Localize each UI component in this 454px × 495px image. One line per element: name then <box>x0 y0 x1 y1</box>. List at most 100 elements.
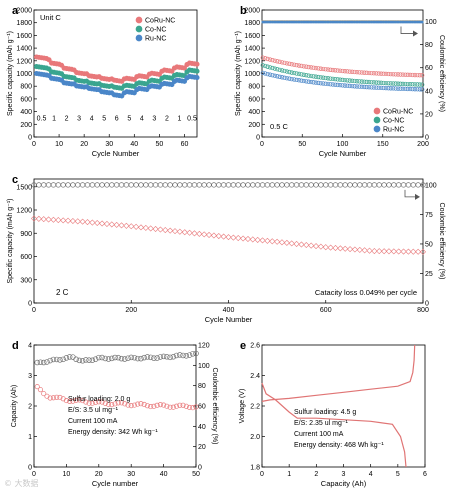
panel-label-a: a <box>12 5 19 17</box>
data-point-c-capacity <box>152 225 159 233</box>
ce-point-d <box>160 353 167 360</box>
data-point-b-Ru-NC <box>376 85 381 90</box>
data-point-b-Co-NC <box>350 78 355 83</box>
ce-point-d <box>99 354 105 361</box>
ce-point-b-Ru-NC <box>341 20 344 24</box>
ce-point-c <box>114 182 120 188</box>
y-tick-label-a: 1000 <box>16 71 32 78</box>
y-tick-label-a: 200 <box>20 122 32 129</box>
y-tick-label-b: 2000 <box>244 8 260 15</box>
data-point-c-capacity <box>186 229 193 236</box>
y-tick-label-a: 800 <box>20 84 32 91</box>
y2-tick-label-c: 100 <box>425 182 437 189</box>
ce-point-b-Ru-NC <box>411 20 414 24</box>
data-point-b-Ru-NC <box>289 76 294 82</box>
data-point-c-capacity <box>419 248 427 255</box>
ce-point-c <box>162 182 168 188</box>
data-point-c-capacity <box>278 239 286 246</box>
legend-marker-b-2 <box>373 125 381 133</box>
data-point-d-capacity <box>190 405 196 411</box>
data-point-c-capacity <box>162 227 169 234</box>
data-point-d-capacity <box>122 401 128 407</box>
data-point-b-CoRu-NC <box>354 70 360 75</box>
ce-point-c <box>386 182 392 188</box>
data-point-c-capacity <box>123 222 130 229</box>
data-point-b-Ru-NC <box>270 73 275 78</box>
y2-tick-label-d: 80 <box>198 383 206 390</box>
data-point-b-Co-NC <box>395 81 401 86</box>
ce-point-b-Ru-NC <box>420 20 424 24</box>
data-point-b-Ru-NC <box>275 74 280 79</box>
data-point-d-capacity <box>99 399 105 405</box>
data-point-b-Ru-NC <box>354 84 360 89</box>
ce-point-b-Ru-NC <box>375 20 378 24</box>
x-tick-label-d: 20 <box>95 471 103 478</box>
data-point-b-Ru-NC <box>294 77 299 83</box>
data-point-d-capacity <box>34 384 40 390</box>
ce-point-c <box>143 182 149 188</box>
data-point-c-capacity <box>191 230 198 237</box>
ce-point-b-Ru-NC <box>399 20 402 24</box>
ce-point-c <box>220 182 227 188</box>
data-point-d-capacity <box>89 400 95 406</box>
y2-tick-label-d: 120 <box>198 343 210 350</box>
data-point-b-CoRu-NC <box>270 58 275 63</box>
ce-point-c <box>298 182 305 188</box>
y2-tick-label-c: 25 <box>425 271 433 278</box>
rate-label-a: 0.5 <box>187 115 197 122</box>
x-tick-label-a: 0 <box>32 141 36 148</box>
data-point-b-CoRu-NC <box>340 68 345 74</box>
data-point-c-capacity <box>405 248 412 255</box>
ce-point-c <box>45 182 52 188</box>
ce-point-b-Ru-NC <box>404 20 407 24</box>
ce-point-c <box>79 182 86 188</box>
data-point-b-CoRu-NC <box>277 59 282 64</box>
data-point-c-capacity <box>181 229 188 236</box>
data-point-b-CoRu-NC <box>400 72 406 77</box>
data-point-b-CoRu-NC <box>272 58 278 63</box>
data-point-b-CoRu-NC <box>359 70 364 75</box>
y-tick-label-d: 2 <box>28 404 32 411</box>
data-point-b-Ru-NC <box>267 72 273 77</box>
data-point-b-CoRu-NC <box>395 72 401 77</box>
ce-point-c <box>65 182 71 188</box>
rate-label-a: 5 <box>102 115 106 122</box>
data-point-b-CoRu-NC <box>381 71 386 76</box>
data-point-c-capacity <box>366 247 373 254</box>
y-tick-label-d: 1 <box>28 434 32 441</box>
ce-point-b-Ru-NC <box>297 20 301 24</box>
data-point-b-CoRu-NC <box>301 64 307 69</box>
x-tick-label-e: 4 <box>369 471 373 478</box>
x-tick-label-b: 50 <box>298 141 306 148</box>
data-point-b-Ru-NC <box>398 86 403 91</box>
data-point-d-capacity <box>115 400 121 406</box>
y-tick-label-e: 1.8 <box>250 465 260 472</box>
ce-point-c <box>128 182 134 188</box>
data-point-c-capacity <box>400 248 407 255</box>
ce-point-b-Ru-NC <box>413 20 417 24</box>
ce-point-c <box>308 182 314 188</box>
y2-tick-label-b: 20 <box>425 111 433 118</box>
data-point-b-Co-NC <box>337 77 343 82</box>
ce-point-b-Ru-NC <box>394 20 397 24</box>
data-point-b-CoRu-NC <box>386 71 391 77</box>
data-point-b-Co-NC <box>279 68 285 73</box>
data-point-c-capacity <box>113 221 120 228</box>
ce-point-c <box>366 182 373 188</box>
y-tick-label-b: 600 <box>248 96 260 103</box>
data-point-b-Ru-NC <box>301 78 307 84</box>
data-point-b-Co-NC <box>311 74 316 79</box>
y2-tick-label-b: 80 <box>425 42 433 49</box>
ce-point-b-Ru-NC <box>266 20 269 24</box>
annotation-a: Unit C <box>40 13 61 22</box>
data-point-c-capacity <box>171 228 179 235</box>
data-point-b-Ru-NC <box>352 84 357 89</box>
data-point-b-CoRu-NC <box>398 72 403 77</box>
data-point-b-Co-NC <box>328 76 333 81</box>
info-line-d: Sulfur loading: 2.0 g <box>68 396 130 403</box>
y2-tick-label-b: 100 <box>425 19 437 26</box>
ce-point-b-Ru-NC <box>396 20 400 24</box>
data-point-b-Co-NC <box>335 77 340 82</box>
ce-point-d <box>167 354 173 361</box>
ce-point-d <box>66 354 73 360</box>
